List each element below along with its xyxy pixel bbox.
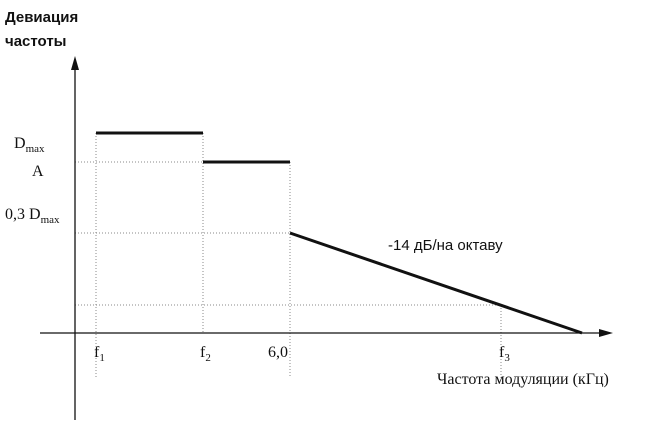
x-label: 6,0 xyxy=(268,344,288,361)
y-label: A xyxy=(32,163,44,180)
slope-label: -14 дБ/на октаву xyxy=(388,237,503,254)
y-title-1: Девиация xyxy=(5,9,78,26)
y-label: Dmax xyxy=(14,135,45,155)
curve-segment xyxy=(289,231,583,335)
y-arrow xyxy=(71,56,79,70)
y-label: 0,3 Dmax xyxy=(5,206,60,226)
x-label: f2 xyxy=(200,344,211,364)
x-label: f1 xyxy=(94,344,105,364)
y-title-2: частоты xyxy=(5,33,67,50)
x-title: Частота модуляции (кГц) xyxy=(437,371,609,388)
x-arrow xyxy=(599,329,613,337)
x-label: f3 xyxy=(499,344,510,364)
